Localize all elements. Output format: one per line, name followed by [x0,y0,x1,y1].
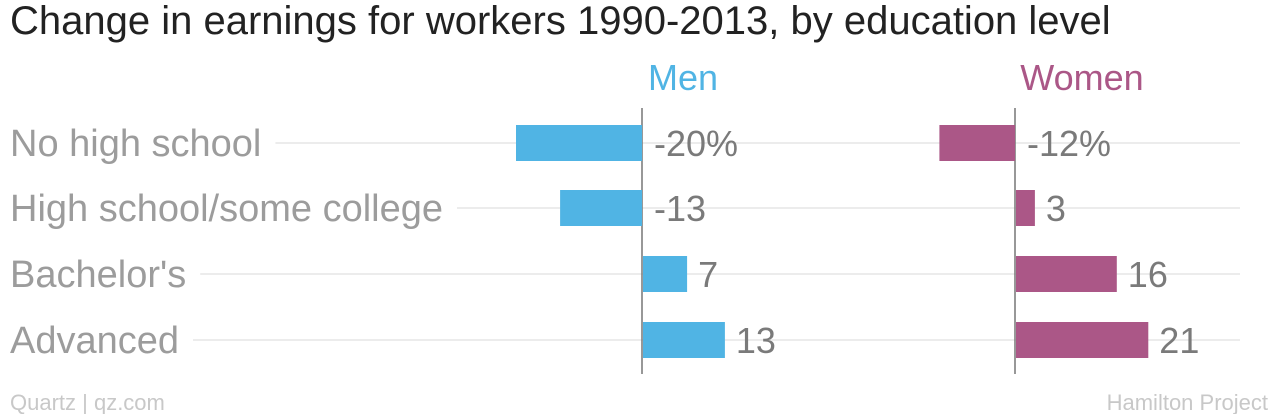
value-label-men-no-high-school: -20% [654,123,738,164]
value-label-men-bachelor-s: 7 [698,254,718,295]
bar-women-advanced [1016,322,1149,358]
grid-layer [193,142,1240,341]
bar-women-no-high-school [939,125,1015,161]
value-label-women-bachelor-s: 16 [1128,254,1168,295]
category-label-bachelor-s: Bachelor's [10,254,186,296]
bar-men-advanced [643,322,725,358]
bar-layer [516,108,1149,374]
bar-men-high-school-some-college [560,190,642,226]
category-label-high-school-some-college: High school/some college [10,188,443,230]
value-label-women-no-high-school: -12% [1027,123,1111,164]
bar-men-no-high-school [516,125,642,161]
category-label-no-high-school: No high school [10,123,261,165]
bar-men-bachelor-s [643,256,688,292]
value-label-men-advanced: 13 [736,320,776,361]
source-credit-right: Hamilton Project [1107,390,1268,414]
value-label-women-advanced: 21 [1159,320,1199,361]
value-label-men-high-school-some-college: -13 [654,188,706,229]
bar-women-bachelor-s [1016,256,1117,292]
label-layer: No high school High school/some college Ba… [10,57,1199,362]
source-credit-left: Quartz | qz.com [10,390,165,414]
series-title-women: Women [1020,57,1143,98]
series-title-men: Men [648,57,718,98]
value-label-women-high-school-some-college: 3 [1046,188,1066,229]
category-label-advanced: Advanced [10,320,179,362]
chart-title: Change in earnings for workers 1990-2013… [10,0,1111,43]
bar-women-high-school-some-college [1016,190,1035,226]
